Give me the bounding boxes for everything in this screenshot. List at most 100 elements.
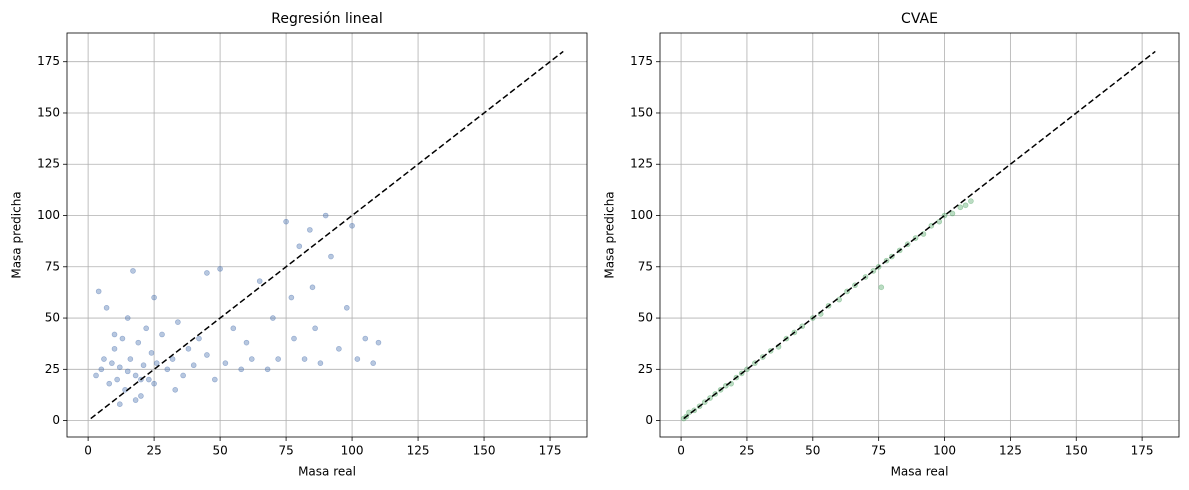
point [370,360,376,366]
point [146,376,152,383]
point [362,335,369,342]
point [354,356,361,362]
point [116,401,123,407]
point [151,294,157,301]
plot-frame [66,32,588,438]
point [95,288,102,295]
point [135,339,142,346]
point [307,227,313,233]
point [103,305,110,311]
y-tick-label: 75 [45,259,60,273]
point [936,218,943,225]
point [878,284,885,291]
x-tick-label: 150 [1065,444,1088,458]
y-tick-label: 125 [630,157,653,171]
point [151,380,157,387]
y-tick-label: 100 [630,208,653,222]
point [270,315,276,321]
x-tick-label: 125 [407,444,430,458]
y-tick-label: 175 [37,54,60,68]
point [291,335,297,342]
axes: 0 25 50 75 100 125 150 175 0 25 50 75 100 125 150 175 CV… [603,11,1180,479]
point [309,284,316,291]
point [375,339,382,346]
y-tick-label: 25 [638,362,653,376]
y-tick-label: 100 [37,208,60,222]
point [283,218,289,225]
y-axis-label: Masa predicha [10,191,24,278]
point [109,360,115,366]
point [230,325,237,332]
x-tick-label: 50 [805,444,820,458]
point [238,366,245,373]
point [140,362,147,369]
point [98,366,105,373]
chart-title: Regresión lineal [271,11,382,27]
point [148,350,155,356]
x-axis-label: Masa real [891,465,949,479]
point [322,212,329,219]
y-tick-label: 150 [630,105,653,119]
point [111,346,118,352]
point [968,198,974,204]
x-tick-label: 0 [84,444,92,458]
point [124,368,131,375]
x-tick-label: 25 [146,444,161,458]
point [153,360,160,366]
point [111,331,118,338]
x-tick-label: 150 [473,444,496,458]
point [93,372,99,379]
y-tick-label: 75 [638,259,653,273]
point [962,202,969,209]
point [106,380,113,387]
reference-line [90,50,564,420]
point [180,372,186,379]
point [317,360,324,366]
point [222,360,229,366]
point [243,339,250,346]
point [175,319,181,325]
point [119,335,126,342]
point [164,366,171,373]
point [185,346,192,352]
reference-line [683,50,1156,420]
point [124,315,131,321]
point [143,325,149,332]
point [349,222,355,229]
y-tick-label: 175 [630,54,653,68]
point [336,346,342,352]
point [130,268,136,274]
x-tick-label: 175 [539,444,562,458]
point [288,294,295,301]
x-tick-label: 100 [933,444,956,458]
y-tick-label: 125 [37,157,60,171]
point [248,356,255,362]
point [127,356,134,362]
point [256,278,263,284]
point [212,376,218,383]
x-tick-label: 25 [739,444,754,458]
point [204,352,210,358]
point [132,372,139,379]
point [957,204,964,211]
x-tick-label: 100 [341,444,364,458]
y-tick-label: 150 [37,105,60,119]
x-tick-label: 125 [999,444,1022,458]
x-tick-label: 75 [871,444,886,458]
point [116,364,123,371]
x-axis-label: Masa real [298,465,356,479]
y-tick-label: 0 [52,413,60,427]
point [264,366,271,373]
chart-title: CVAE [901,11,938,27]
point [159,331,165,338]
y-tick-label: 25 [45,362,60,376]
plot-frame [659,32,1180,438]
point [217,266,223,272]
axes: 0 25 50 75 100 125 150 175 0 25 50 75 100 125 150 175 Re… [10,11,588,479]
y-tick-label: 50 [45,311,60,325]
point [328,253,334,260]
point [101,356,107,362]
x-tick-label: 175 [1131,444,1154,458]
point [190,362,197,369]
